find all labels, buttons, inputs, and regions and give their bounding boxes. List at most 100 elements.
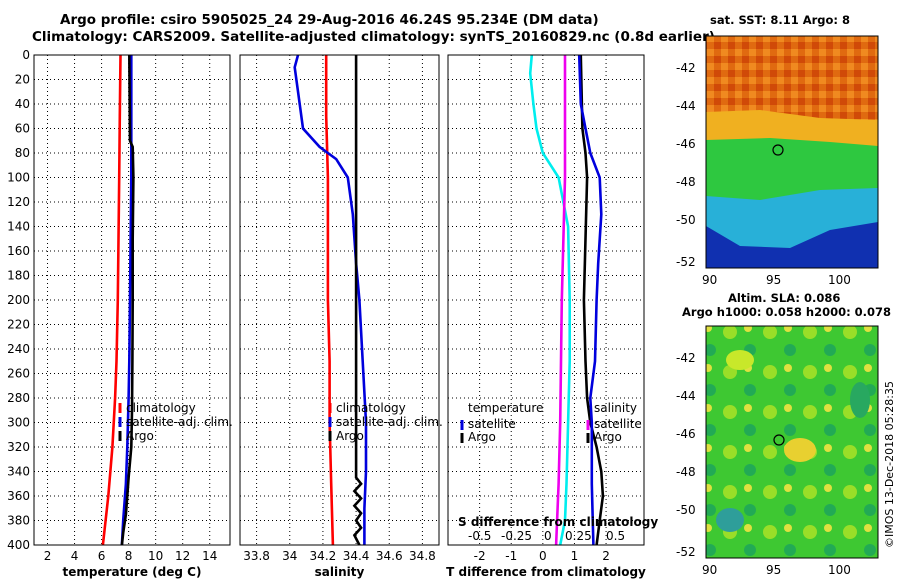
series-t-argo — [579, 54, 605, 546]
x-tick-label: 34.2 — [310, 549, 337, 563]
title-line-1: Argo profile: csiro 5905025_24 29-Aug-20… — [60, 12, 599, 28]
x-tick-label: 34.4 — [343, 549, 370, 563]
legend-label: satellite-adj. clim. — [126, 415, 233, 429]
sla-ytick: -52 — [676, 545, 696, 559]
sla-xtick: 100 — [828, 563, 851, 577]
sla-high-patch — [784, 438, 816, 462]
x-tick-label: 10 — [148, 549, 163, 563]
series-argo — [352, 55, 363, 546]
depth-tick-label: 60 — [15, 122, 30, 136]
sst-map-yticks: -42 -44 -46 -48 -50 -52 — [676, 61, 696, 269]
legend-label: satellite-adj. clim. — [336, 415, 443, 429]
depth-tick-label: 200 — [7, 293, 30, 307]
argo-position-marker-sla — [773, 434, 785, 446]
depth-tick-label: 80 — [15, 146, 30, 160]
depth-tick-label: 340 — [7, 465, 30, 479]
depth-tick-label: 140 — [7, 220, 30, 234]
sla-map — [705, 325, 879, 559]
depth-tick-label: 380 — [7, 514, 30, 528]
x-tick-label: 6 — [98, 549, 106, 563]
x-tick-label: -1 — [505, 549, 517, 563]
depth-tick-label: 0 — [22, 48, 30, 62]
sla-map-yticks: -42 -44 -46 -48 -50 -52 — [676, 351, 696, 559]
x-axis-label: T difference from climatology — [446, 565, 646, 579]
panel-frame — [33, 54, 231, 546]
series-climatology — [101, 54, 122, 546]
series-s-argo-satellite — [577, 54, 603, 546]
legend-t-satellite: satellite — [468, 417, 516, 431]
sla-map-title-2: Argo h1000: 0.058 h2000: 0.078 — [682, 305, 891, 319]
sla-map-xticks: 90 95 100 — [702, 563, 851, 577]
depth-tick-label: 120 — [7, 195, 30, 209]
x-tick-label: 34 — [282, 549, 297, 563]
x-axis-label: temperature (deg C) — [63, 565, 202, 579]
sla-ytick: -42 — [676, 351, 696, 365]
depth-tick-label: 300 — [7, 416, 30, 430]
sst-map-frame — [705, 35, 879, 269]
legend-label: Argo — [336, 429, 364, 443]
sst-ytick: -52 — [676, 255, 696, 269]
sst-ytick: -46 — [676, 137, 696, 151]
x-tick-label: 33.8 — [243, 549, 270, 563]
sla-ytick: -48 — [676, 465, 696, 479]
panel-frame — [447, 54, 645, 546]
s-diff-axis-label: S difference from climatology — [458, 515, 658, 529]
sla-ytick: -50 — [676, 503, 696, 517]
difference-legend-left: temperature satellite Argo — [460, 401, 543, 444]
depth-tick-label: 280 — [7, 391, 30, 405]
depth-tick-label: 260 — [7, 367, 30, 381]
legend-title-temperature: temperature — [468, 401, 543, 415]
sst-ytick: -50 — [676, 213, 696, 227]
sla-low-patch — [716, 508, 744, 532]
sla-map-title-1: Altim. SLA: 0.086 — [728, 291, 840, 305]
legend-title-salinity: salinity — [594, 401, 637, 415]
sst-map — [705, 35, 879, 269]
panel-temperature: 2 4 6 8 10 12 14020406080100120140160180200220… — [7, 48, 233, 579]
x-tick-label: 14 — [202, 549, 217, 563]
sla-xtick: 90 — [702, 563, 717, 577]
series-satellite-adj-clim- — [293, 54, 368, 545]
s-diff-tick: -0.5 — [468, 529, 491, 543]
x-tick-label: 4 — [71, 549, 79, 563]
sla-ytick: -46 — [676, 427, 696, 441]
s-diff-tick: 0.25 — [565, 529, 592, 543]
sst-cold-region — [706, 222, 878, 268]
sla-xtick: 95 — [766, 563, 781, 577]
sla-high-patch — [726, 350, 754, 370]
legend-label: climatology — [126, 401, 196, 415]
series-climatology — [324, 55, 335, 546]
x-tick-label: 34.8 — [409, 549, 436, 563]
legend-label: Argo — [126, 429, 154, 443]
panel-frame — [239, 54, 440, 546]
sla-ytick: -44 — [676, 389, 696, 403]
depth-tick-label: 240 — [7, 342, 30, 356]
imos-timestamp: ©IMOS 13-Dec-2018 05:28:35 — [883, 381, 896, 548]
sst-xtick: 95 — [766, 273, 781, 287]
x-tick-label: 34.6 — [376, 549, 403, 563]
legend-t-argo: Argo — [468, 430, 496, 444]
s-diff-tick: 0 — [544, 529, 552, 543]
depth-tick-label: 400 — [7, 538, 30, 552]
sst-ytick: -42 — [676, 61, 696, 75]
legend-label: climatology — [336, 401, 406, 415]
x-tick-label: 1 — [571, 549, 579, 563]
x-tick-label: 0 — [539, 549, 547, 563]
s-diff-tick: -0.25 — [501, 529, 532, 543]
depth-tick-label: 20 — [15, 73, 30, 87]
x-axis-label: salinity — [315, 565, 365, 579]
panel-difference: -2 -1 0 1 2 T difference from climatology — [446, 54, 646, 579]
difference-legend-right: salinity satellite Argo — [586, 401, 642, 444]
panel-salinity: 33.8 34 34.2 34.4 34.6 34.8 salinity climatolog… — [239, 54, 443, 579]
x-tick-label: 12 — [175, 549, 190, 563]
depth-tick-label: 220 — [7, 318, 30, 332]
x-tick-label: -2 — [474, 549, 486, 563]
argo-position-marker-sst — [772, 144, 784, 156]
sst-xtick: 90 — [702, 273, 717, 287]
sst-xtick: 100 — [828, 273, 851, 287]
series-s-satellite — [554, 55, 567, 546]
depth-tick-label: 160 — [7, 244, 30, 258]
x-tick-label: 8 — [125, 549, 133, 563]
legend-s-satellite: satellite — [594, 417, 642, 431]
sla-map-frame — [705, 325, 879, 559]
